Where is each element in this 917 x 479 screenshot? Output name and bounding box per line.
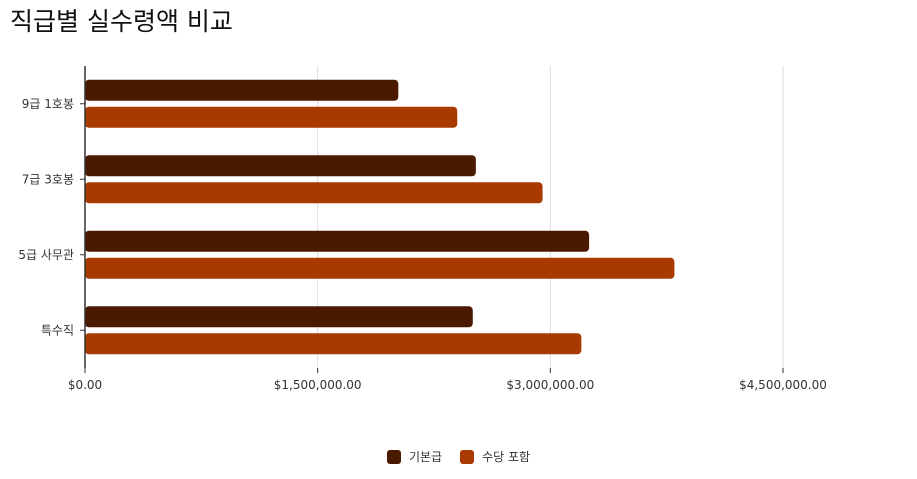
bar-allowance <box>85 333 582 355</box>
tick-labels: $0.00 $1,500,000.00 $3,000,000.00 $4,500,00… <box>18 97 827 392</box>
bar-allowance <box>85 182 543 204</box>
bar-allowance <box>85 257 675 279</box>
legend: 기본급 수당 포함 <box>0 448 917 465</box>
axes <box>80 66 784 373</box>
legend-swatch <box>386 449 401 464</box>
bar-base <box>85 155 476 177</box>
bar-chart: $0.00 $1,500,000.00 $3,000,000.00 $4,500,00… <box>18 66 827 392</box>
x-tick-label: $3,000,000.00 <box>506 378 594 392</box>
x-tick-label: $0.00 <box>68 378 102 392</box>
legend-item[interactable]: 수당 포함 <box>460 448 530 465</box>
bar-base <box>85 79 399 101</box>
bar-allowance <box>85 106 458 128</box>
legend-label: 기본급 <box>408 450 443 464</box>
x-tick-label: $1,500,000.00 <box>274 378 362 392</box>
y-tick-label: 5급 사무관 <box>18 248 74 262</box>
y-tick-label: 7급 3호봉 <box>22 172 74 186</box>
legend-swatch <box>460 449 475 464</box>
y-tick-label: 특수직 <box>41 323 74 337</box>
legend-label: 수당 포함 <box>482 450 531 464</box>
x-tick-label: $4,500,000.00 <box>739 378 827 392</box>
chart-title: 직급별 실수령액 비교 <box>10 7 233 36</box>
bar-base <box>85 306 473 328</box>
bars <box>85 79 675 355</box>
legend-item[interactable]: 기본급 <box>386 448 443 465</box>
bar-base <box>85 230 590 252</box>
y-tick-label: 9급 1호봉 <box>22 97 74 111</box>
